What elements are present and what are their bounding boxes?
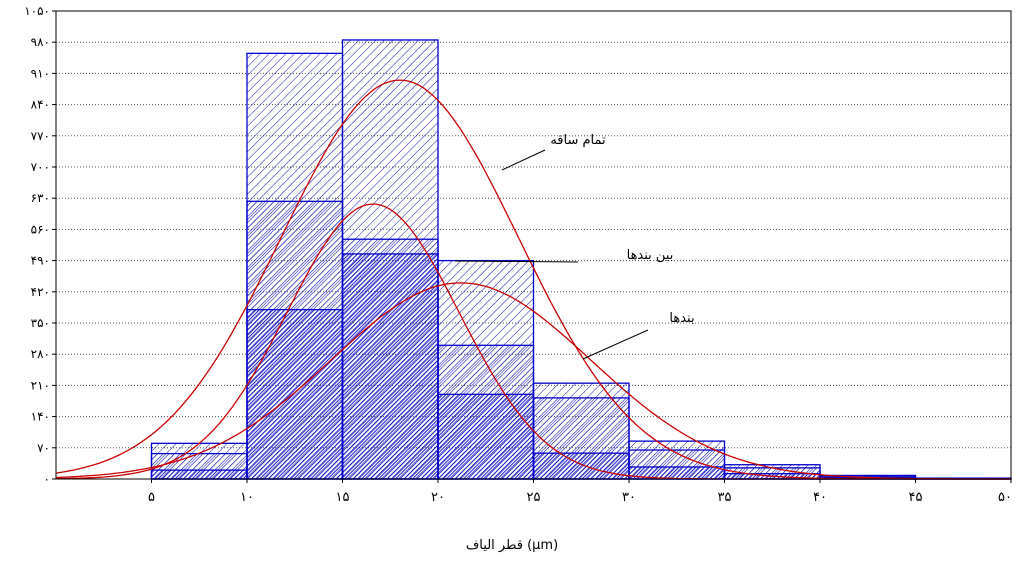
bar-nodes xyxy=(150,469,248,480)
y-tick-label: ۴۹۰ xyxy=(31,254,50,268)
y-tick-label: ۱۰۵۰ xyxy=(24,4,50,18)
y-tick-label: ۱۴۰ xyxy=(31,410,50,424)
annotation-label: تمام ساقه xyxy=(550,133,606,148)
y-tick-label: ۳۵۰ xyxy=(31,316,50,330)
bar-nodes xyxy=(532,452,630,480)
x-axis: ۵ ۱۰ ۱۵ ۲۰ ۲۵ ۳۰ ۳۵ ۴۰ ۴۵ ۵۰ xyxy=(148,479,1012,505)
annotation-leader xyxy=(454,260,579,263)
x-tick-label: ۵۰ xyxy=(998,490,1012,505)
histogram-bars xyxy=(150,39,1012,480)
x-tick-label: ۱۵ xyxy=(336,490,350,505)
y-tick-label: ۹۱۰ xyxy=(31,66,50,80)
x-tick-label: ۳۰ xyxy=(622,490,636,505)
x-tick-label: ۴۵ xyxy=(909,490,923,505)
bar-nodes xyxy=(437,393,535,480)
annotation-leader xyxy=(582,329,649,360)
y-tick-label: ۲۸۰ xyxy=(31,347,50,361)
bar-nodes xyxy=(341,253,439,480)
y-tick-label: ۲۱۰ xyxy=(31,378,50,392)
y-tick-label: ۷۰ xyxy=(37,441,50,455)
x-tick-label: ۱۰ xyxy=(240,490,254,505)
annotations: تمام ساقه بین بندها بندها xyxy=(454,133,695,360)
annotation-label: بندها xyxy=(669,311,694,326)
x-tick-label: ۲۵ xyxy=(527,490,541,505)
y-axis: ۰ ۷۰ ۱۴۰ ۲۱۰ ۲۸۰ ۳۵۰ ۴۲۰ ۴۹۰ ۵۶۰ ۶۳۰ ۷۰۰ ۷۷۰ ۸۴۰ ۹۱۰ ۹… xyxy=(24,4,56,486)
annotation-leader xyxy=(501,149,546,171)
bar-nodes xyxy=(246,308,344,480)
y-tick-label: ۰ xyxy=(44,472,50,486)
y-tick-label: ۶۳۰ xyxy=(31,191,50,205)
x-axis-label: قطر الیاف (µm) xyxy=(466,538,558,553)
y-tick-label: ۵۶۰ xyxy=(31,222,50,236)
y-tick-label: ۷۰۰ xyxy=(31,160,50,174)
y-tick-label: ۷۷۰ xyxy=(31,129,50,143)
x-tick-label: ۵ xyxy=(148,490,155,505)
x-tick-label: ۳۵ xyxy=(718,490,732,505)
x-tick-label: ۲۰ xyxy=(431,490,445,505)
y-tick-label: ۴۲۰ xyxy=(31,285,50,299)
curve-nodes xyxy=(55,282,1011,480)
y-tick-label: ۹۸۰ xyxy=(31,35,50,49)
x-tick-label: ۴۰ xyxy=(813,490,827,505)
annotation-label: بین بندها xyxy=(627,248,674,263)
y-tick-label: ۸۴۰ xyxy=(31,98,50,112)
